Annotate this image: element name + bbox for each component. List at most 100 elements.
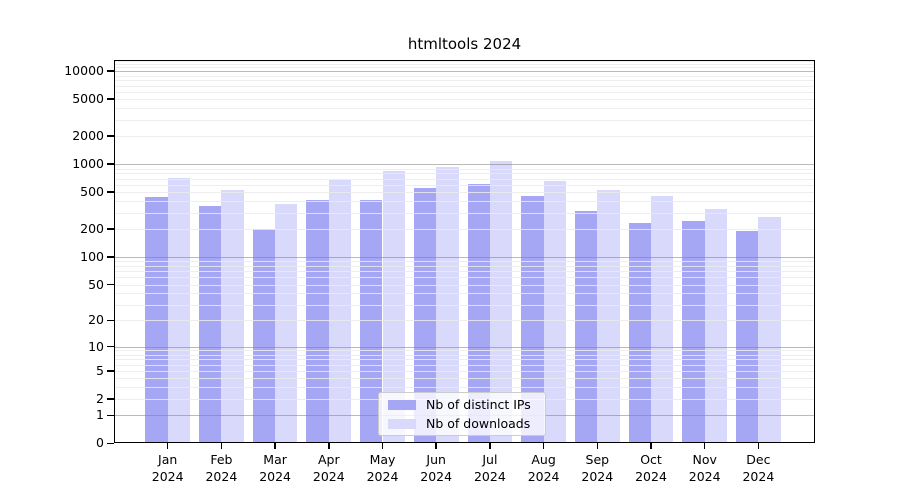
minor-gridline — [114, 192, 815, 194]
legend-swatch-distinct-ips — [388, 399, 416, 410]
minor-gridline — [114, 119, 815, 121]
bar-distinct-ips-apr — [306, 200, 329, 444]
y-axis-tick — [107, 370, 114, 372]
y-axis-tick — [107, 228, 114, 230]
minor-gridline — [114, 265, 815, 267]
minor-gridline — [114, 85, 815, 87]
y-tick-label: 100 — [80, 248, 104, 264]
minor-gridline — [114, 350, 815, 352]
minor-gridline — [114, 354, 815, 356]
y-axis-tick — [107, 256, 114, 258]
bar-downloads-jul — [489, 161, 513, 444]
y-tick-label: 10000 — [64, 63, 104, 79]
y-axis-tick — [107, 98, 114, 100]
y-axis-tick — [107, 414, 114, 417]
bar-downloads-nov — [704, 208, 728, 444]
y-tick-label: 500 — [80, 184, 104, 200]
y-tick-label: 5000 — [72, 91, 104, 107]
bar-distinct-ips-jun — [413, 188, 437, 444]
bar-distinct-ips-jan — [145, 197, 168, 444]
x-axis-tick — [596, 443, 599, 450]
x-axis-tick — [274, 443, 276, 450]
x-axis-tick — [542, 443, 545, 450]
x-axis-tick — [757, 443, 760, 450]
minor-gridline — [114, 387, 815, 389]
minor-gridline — [114, 277, 815, 279]
minor-gridline — [114, 63, 815, 65]
y-axis-tick — [107, 398, 114, 400]
minor-gridline — [114, 364, 815, 366]
y-tick-label: 1 — [96, 407, 104, 423]
x-axis-tick — [220, 443, 223, 450]
major-gridline — [114, 256, 815, 258]
minor-gridline — [114, 304, 815, 306]
x-tick-label: Apr 2024 — [312, 452, 345, 484]
bar-downloads-mar — [275, 204, 298, 444]
y-tick-label: 20 — [88, 312, 104, 328]
y-tick-label: 1000 — [72, 156, 104, 172]
x-axis-tick — [166, 443, 169, 450]
legend-label-downloads: Nb of downloads — [426, 415, 531, 431]
x-axis-tick — [703, 443, 706, 450]
legend-swatch-downloads — [388, 418, 416, 429]
minor-gridline — [114, 284, 815, 286]
x-tick-label: May 2024 — [366, 452, 399, 484]
x-tick-label: Nov 2024 — [688, 452, 721, 484]
y-tick-label: 200 — [80, 221, 104, 237]
bar-distinct-ips-may — [360, 199, 383, 444]
major-gridline — [114, 346, 815, 348]
bar-downloads-feb — [221, 189, 244, 444]
x-tick-label: Feb 2024 — [205, 452, 238, 484]
x-axis-tick — [650, 443, 652, 450]
minor-gridline — [114, 184, 815, 186]
minor-gridline — [114, 136, 815, 138]
x-tick-label: Sep 2024 — [581, 452, 614, 484]
legend-item-downloads: Nb of downloads — [388, 415, 536, 431]
minor-gridline — [114, 212, 815, 214]
x-axis-tick — [381, 443, 384, 450]
major-gridline — [114, 71, 815, 73]
bar-downloads-sep — [597, 189, 620, 444]
minor-gridline — [114, 75, 815, 77]
x-tick-label: Mar 2024 — [259, 452, 291, 484]
y-axis-tick — [107, 135, 114, 137]
minor-gridline — [114, 91, 815, 93]
y-axis-tick — [107, 70, 114, 72]
y-tick-label: 5 — [96, 363, 104, 378]
y-axis-tick — [107, 163, 114, 165]
minor-gridline — [114, 60, 815, 62]
y-axis-tick — [107, 191, 114, 193]
bar-downloads-dec — [758, 217, 781, 444]
x-axis-tick — [435, 443, 437, 450]
minor-gridline — [114, 108, 815, 110]
y-tick-label: 10 — [88, 338, 104, 354]
plot-frame — [114, 60, 815, 444]
minor-gridline — [114, 320, 815, 322]
bar-downloads-may — [382, 170, 405, 444]
x-tick-label: Jul 2024 — [473, 452, 506, 484]
minor-gridline — [114, 271, 815, 273]
y-tick-label: 2000 — [72, 128, 104, 144]
y-axis-tick — [107, 442, 114, 445]
y-axis-tick — [107, 345, 114, 348]
bar-downloads-jan — [167, 177, 191, 444]
bar-distinct-ips-feb — [199, 206, 222, 444]
minor-gridline — [114, 67, 815, 69]
x-tick-label: Dec 2024 — [742, 452, 775, 484]
y-tick-label: 50 — [88, 276, 104, 292]
x-tick-label: Jan 2024 — [151, 452, 184, 484]
minor-gridline — [114, 168, 815, 170]
bar-distinct-ips-aug — [521, 196, 544, 444]
legend: Nb of distinct IPs Nb of downloads — [378, 392, 546, 436]
y-tick-label: 2 — [96, 391, 104, 406]
legend-item-distinct-ips: Nb of distinct IPs — [388, 397, 536, 412]
minor-gridline — [114, 178, 815, 180]
minor-gridline — [114, 173, 815, 175]
y-axis-tick — [107, 283, 114, 286]
x-tick-label: Jun 2024 — [420, 452, 453, 484]
bar-downloads-apr — [328, 180, 352, 444]
x-tick-label: Aug 2024 — [527, 452, 560, 484]
bar-downloads-aug — [543, 181, 566, 444]
chart-title: htmltools 2024 — [407, 35, 522, 53]
